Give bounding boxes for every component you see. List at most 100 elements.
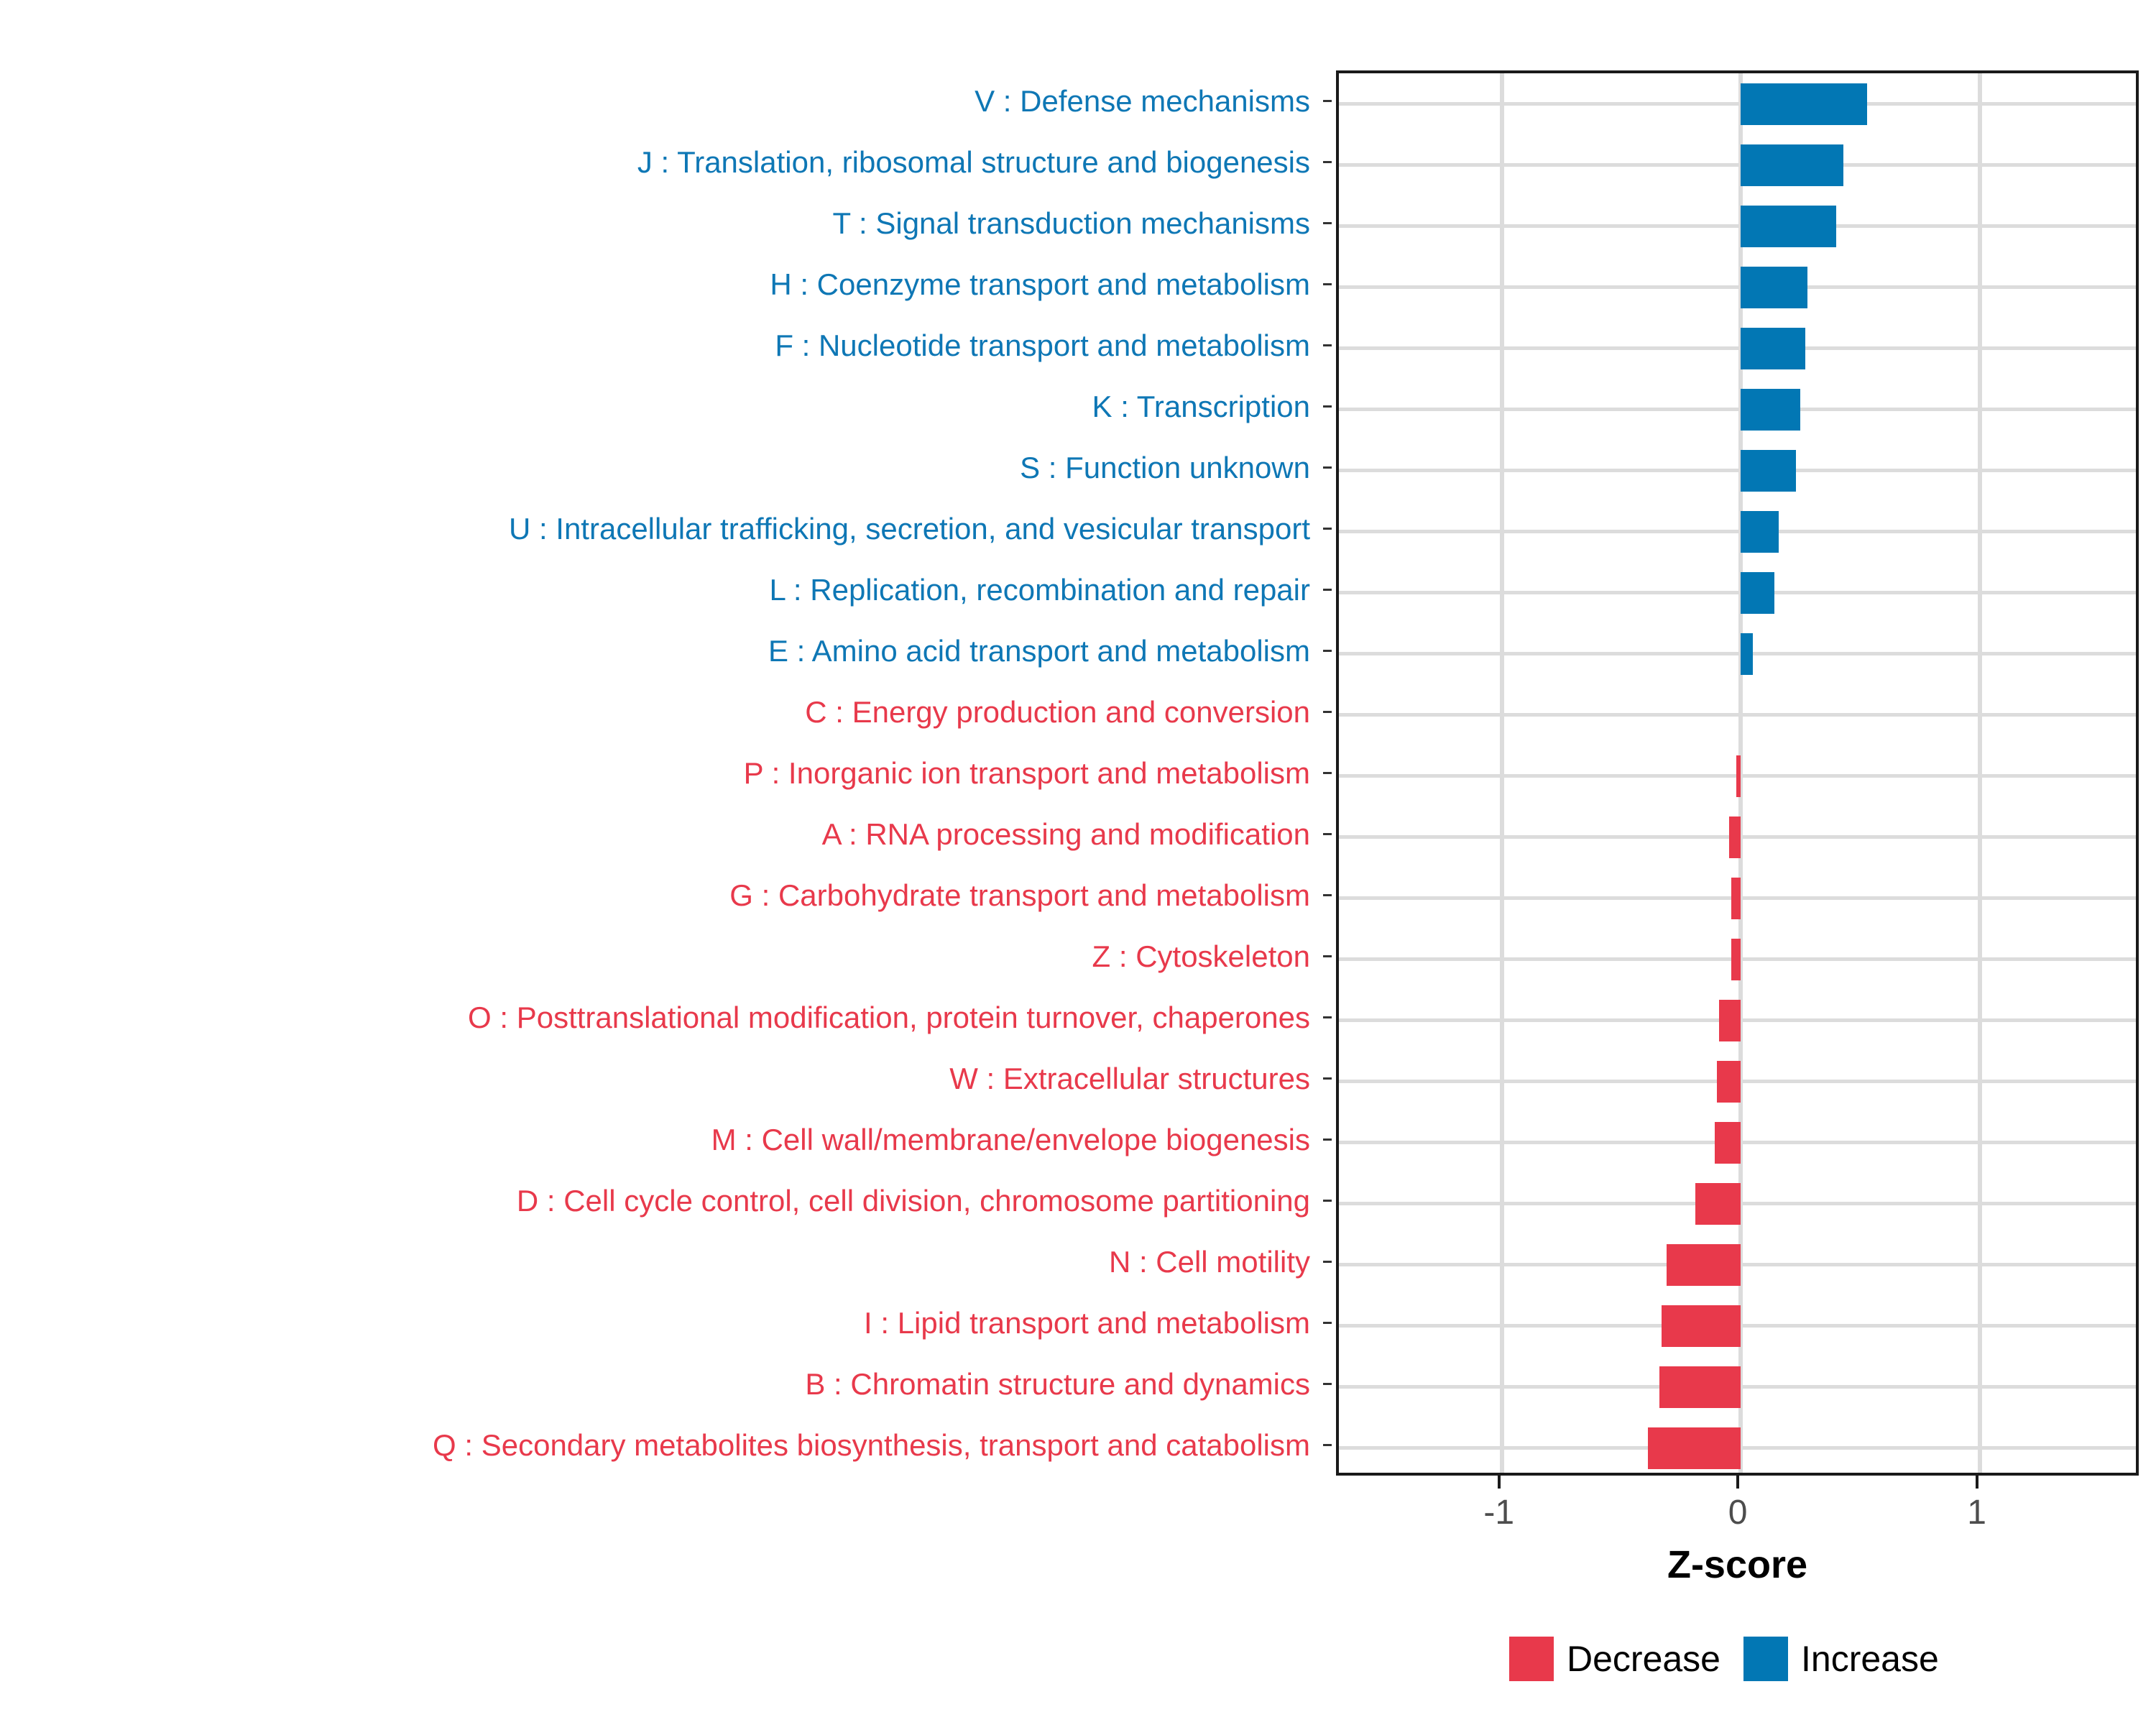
category-label-row: S : Function unknown [0, 437, 1323, 498]
y-tick-mark [1323, 650, 1332, 652]
vertical-gridline [1499, 73, 1504, 1473]
bar [1741, 449, 1796, 492]
category-label: C : Energy production and conversion [805, 694, 1310, 729]
category-label-row: O : Posttranslational modification, prot… [0, 987, 1323, 1048]
legend-item[interactable]: Increase [1743, 1637, 1939, 1681]
category-label: Q : Secondary metabolites biosynthesis, … [433, 1427, 1310, 1462]
y-tick-mark [1323, 1016, 1332, 1018]
y-tick-mark [1323, 1444, 1332, 1446]
bar [1695, 1182, 1741, 1225]
x-tick-mark [1975, 1476, 1978, 1489]
legend-swatch [1509, 1637, 1554, 1681]
bar [1741, 632, 1753, 675]
category-label: O : Posttranslational modification, prot… [468, 1000, 1310, 1034]
category-label: S : Function unknown [1020, 450, 1310, 484]
category-label: W : Extracellular structures [949, 1061, 1310, 1095]
category-label-row: P : Inorganic ion transport and metaboli… [0, 742, 1323, 804]
x-axis: -1 0 1 [1336, 1476, 2139, 1576]
y-tick-mark [1323, 161, 1332, 163]
x-tick-label: 0 [1728, 1494, 1748, 1532]
category-label: L : Replication, recombination and repai… [769, 572, 1310, 607]
vertical-gridline [1738, 73, 1743, 1473]
x-tick-label: -1 [1483, 1494, 1515, 1532]
y-tick-mark [1323, 1077, 1332, 1080]
bar [1741, 205, 1837, 247]
category-label-row: W : Extracellular structures [0, 1048, 1323, 1109]
category-label-row: I : Lipid transport and metabolism [0, 1292, 1323, 1353]
legend-swatch [1743, 1637, 1788, 1681]
category-label-row: T : Signal transduction mechanisms [0, 193, 1323, 254]
legend-item[interactable]: Decrease [1509, 1637, 1720, 1681]
y-tick-mark [1323, 894, 1332, 896]
category-label-row: C : Energy production and conversion [0, 681, 1323, 742]
horizontal-gridline [1339, 591, 2136, 594]
category-label: K : Transcription [1092, 389, 1310, 423]
bar [1741, 510, 1779, 553]
category-label-row: N : Cell motility [0, 1231, 1323, 1292]
category-label-row: L : Replication, recombination and repai… [0, 559, 1323, 620]
y-tick-mark [1323, 1383, 1332, 1385]
bar [1714, 1121, 1741, 1164]
y-tick-mark [1323, 1138, 1332, 1141]
y-tick-mark [1323, 466, 1332, 469]
category-label: B : Chromatin structure and dynamics [805, 1366, 1310, 1401]
category-label-row: V : Defense mechanisms [0, 70, 1323, 132]
bar [1667, 1243, 1741, 1286]
horizontal-gridline [1339, 346, 2136, 350]
y-tick-mark [1323, 955, 1332, 957]
x-tick-mark [1736, 1476, 1740, 1489]
category-label: I : Lipid transport and metabolism [864, 1305, 1310, 1340]
y-tick-mark [1323, 589, 1332, 591]
category-label-row: D : Cell cycle control, cell division, c… [0, 1170, 1323, 1231]
category-label: A : RNA processing and modification [821, 816, 1310, 851]
y-tick-mark [1323, 100, 1332, 102]
y-tick-mark [1323, 1200, 1332, 1202]
y-axis-tick-marks [1323, 70, 1336, 1476]
legend-label: Increase [1801, 1639, 1939, 1679]
category-axis-labels: V : Defense mechanisms J : Translation, r… [0, 70, 1323, 1476]
legend-label: Decrease [1567, 1639, 1720, 1679]
y-tick-mark [1323, 833, 1332, 835]
category-label: Z : Cytoskeleton [1092, 939, 1310, 973]
y-tick-mark [1323, 405, 1332, 408]
horizontal-gridline [1339, 469, 2136, 472]
category-label-row: J : Translation, ribosomal structure and… [0, 132, 1323, 193]
x-tick-mark [1497, 1476, 1501, 1489]
bar [1741, 327, 1805, 369]
chart-legend: Decrease Increase [1509, 1630, 2084, 1688]
bar [1731, 877, 1741, 919]
category-label-row: M : Cell wall/membrane/envelope biogenes… [0, 1109, 1323, 1170]
bar [1736, 755, 1741, 797]
category-label-row: A : RNA processing and modification [0, 804, 1323, 865]
horizontal-gridline [1339, 713, 2136, 717]
category-label-row: F : Nucleotide transport and metabolism [0, 315, 1323, 376]
category-label-row: Q : Secondary metabolites biosynthesis, … [0, 1414, 1323, 1476]
horizontal-gridline [1339, 285, 2136, 289]
category-label: E : Amino acid transport and metabolism [768, 633, 1310, 668]
category-label: T : Signal transduction mechanisms [832, 206, 1310, 240]
y-tick-mark [1323, 1261, 1332, 1263]
horizontal-gridline [1339, 224, 2136, 228]
category-label: M : Cell wall/membrane/envelope biogenes… [711, 1122, 1310, 1156]
x-tick-label: 1 [1967, 1494, 1986, 1532]
category-label-row: E : Amino acid transport and metabolism [0, 620, 1323, 681]
category-label-row: U : Intracellular trafficking, secretion… [0, 498, 1323, 559]
vertical-gridline [1977, 73, 1982, 1473]
y-tick-mark [1323, 283, 1332, 285]
bar [1741, 144, 1844, 186]
horizontal-gridline [1339, 163, 2136, 167]
bar [1719, 999, 1741, 1041]
y-tick-mark [1323, 344, 1332, 346]
category-label-row: G : Carbohydrate transport and metabolis… [0, 865, 1323, 926]
category-label-row: B : Chromatin structure and dynamics [0, 1353, 1323, 1414]
plot-panel [1336, 70, 2139, 1476]
bar [1731, 938, 1741, 980]
bar [1741, 266, 1808, 308]
category-label-row: H : Coenzyme transport and metabolism [0, 254, 1323, 315]
category-label: P : Inorganic ion transport and metaboli… [743, 755, 1310, 790]
category-label: F : Nucleotide transport and metabolism [775, 328, 1310, 362]
category-label: U : Intracellular trafficking, secretion… [508, 511, 1310, 546]
horizontal-gridline [1339, 408, 2136, 411]
bar [1647, 1427, 1741, 1469]
